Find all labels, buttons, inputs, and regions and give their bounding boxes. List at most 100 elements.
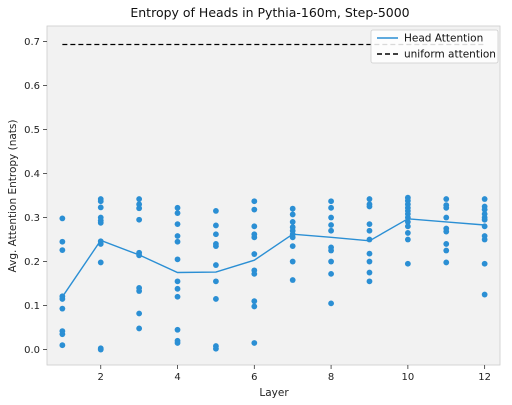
- x-tick-label: 12: [478, 372, 491, 383]
- legend-label-head-attention: Head Attention: [404, 33, 483, 45]
- head-point: [367, 196, 373, 202]
- head-point: [328, 215, 334, 221]
- head-point: [136, 217, 142, 223]
- y-tick-label: 0.5: [24, 125, 40, 136]
- head-point: [136, 196, 142, 202]
- x-tick-label: 10: [401, 372, 414, 383]
- head-point: [328, 248, 334, 254]
- head-point: [482, 217, 488, 223]
- head-point: [290, 206, 296, 212]
- y-tick-label: 0.1: [24, 301, 40, 312]
- head-point: [251, 271, 257, 277]
- head-point: [98, 204, 104, 210]
- head-point: [251, 207, 257, 213]
- head-point: [59, 296, 65, 302]
- head-point: [328, 205, 334, 211]
- head-point: [328, 259, 334, 265]
- legend: Head Attention uniform attention: [371, 30, 498, 63]
- head-point: [367, 228, 373, 234]
- head-point: [290, 219, 296, 225]
- head-point: [136, 311, 142, 317]
- plot-area: [47, 26, 500, 365]
- head-point: [175, 327, 181, 333]
- head-point: [98, 260, 104, 266]
- head-point: [175, 256, 181, 262]
- head-point: [175, 340, 181, 346]
- head-point: [213, 208, 219, 214]
- head-point: [482, 292, 488, 298]
- head-point: [367, 221, 373, 227]
- head-point: [213, 262, 219, 268]
- head-point: [367, 251, 373, 257]
- head-point: [443, 260, 449, 266]
- head-point: [213, 346, 219, 352]
- head-point: [405, 230, 411, 236]
- head-point: [328, 228, 334, 234]
- head-point: [251, 223, 257, 229]
- head-point: [98, 220, 104, 226]
- head-point: [98, 198, 104, 204]
- x-axis: 2 4 6 8 10 12: [98, 365, 491, 383]
- head-point: [251, 234, 257, 240]
- head-point: [251, 304, 257, 310]
- head-point: [367, 259, 373, 265]
- head-point: [443, 196, 449, 202]
- y-tick-label: 0.2: [24, 257, 40, 268]
- head-point: [328, 222, 334, 228]
- head-point: [290, 212, 296, 218]
- head-point: [443, 229, 449, 235]
- chart-title: Entropy of Heads in Pythia-160m, Step-50…: [130, 5, 409, 20]
- head-point: [213, 243, 219, 249]
- head-point: [328, 271, 334, 277]
- head-point: [98, 347, 104, 353]
- head-point: [98, 241, 104, 247]
- head-point: [175, 233, 181, 239]
- y-axis-label: Avg. Attention Entropy (nats): [7, 120, 19, 273]
- head-point: [175, 286, 181, 292]
- x-axis-label: Layer: [259, 387, 289, 399]
- x-tick-label: 8: [328, 372, 334, 383]
- head-point: [405, 223, 411, 229]
- y-tick-label: 0.0: [24, 345, 40, 356]
- head-point: [136, 205, 142, 211]
- y-axis: 0.0 0.1 0.2 0.3 0.4 0.5 0.6 0.7: [24, 37, 47, 356]
- head-point: [405, 261, 411, 267]
- head-point: [251, 298, 257, 304]
- head-point: [405, 237, 411, 243]
- head-point: [175, 239, 181, 245]
- head-point: [59, 306, 65, 312]
- head-point: [443, 205, 449, 211]
- head-point: [136, 252, 142, 258]
- head-point: [367, 270, 373, 276]
- head-point: [59, 239, 65, 245]
- head-point: [251, 251, 257, 257]
- head-point: [175, 294, 181, 300]
- head-point: [290, 259, 296, 265]
- legend-label-uniform-attention: uniform attention: [404, 49, 496, 61]
- head-point: [213, 278, 219, 284]
- head-point: [367, 204, 373, 210]
- head-point: [213, 296, 219, 302]
- head-point: [443, 215, 449, 221]
- head-point: [59, 215, 65, 221]
- head-point: [213, 231, 219, 237]
- head-point: [443, 248, 449, 254]
- head-point: [367, 278, 373, 284]
- head-point: [175, 205, 181, 211]
- head-point: [482, 196, 488, 202]
- x-tick-label: 2: [98, 372, 104, 383]
- y-tick-label: 0.3: [24, 213, 40, 224]
- head-point: [251, 340, 257, 346]
- head-point: [482, 223, 488, 229]
- head-point: [175, 278, 181, 284]
- head-point: [443, 241, 449, 247]
- head-point: [482, 237, 488, 243]
- y-tick-label: 0.4: [24, 169, 40, 180]
- head-point: [59, 331, 65, 337]
- head-point: [59, 247, 65, 253]
- head-point: [328, 300, 334, 306]
- head-point: [175, 221, 181, 227]
- head-point: [59, 342, 65, 348]
- head-point: [290, 243, 296, 249]
